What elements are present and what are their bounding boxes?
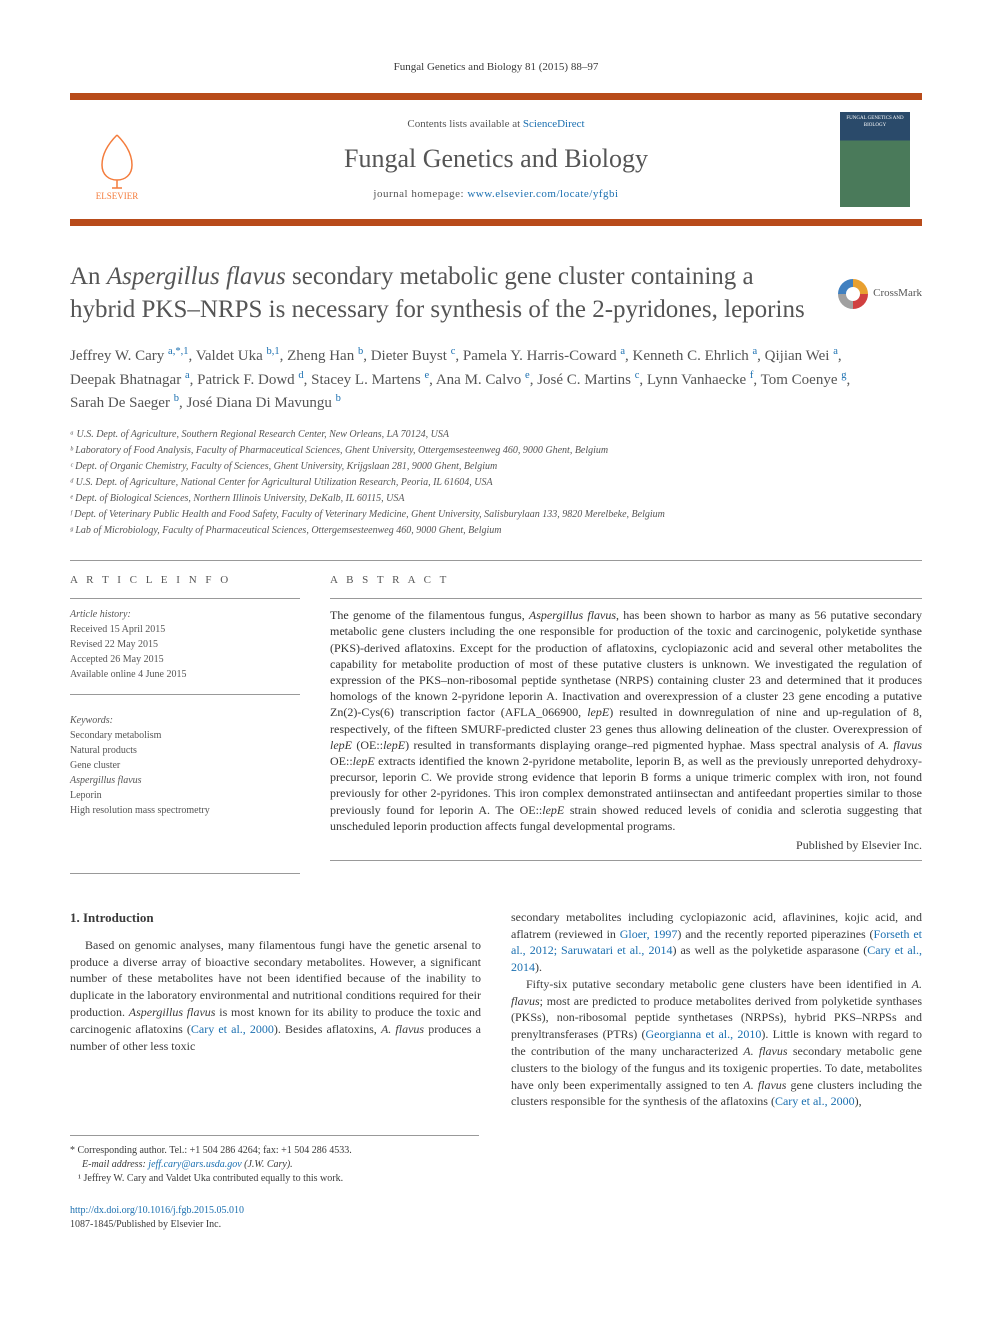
contents-available: Contents lists available at ScienceDirec… [172, 117, 820, 132]
published-by: Published by Elsevier Inc. [330, 837, 922, 854]
journal-reference: Fungal Genetics and Biology 81 (2015) 88… [70, 60, 922, 75]
homepage-link[interactable]: www.elsevier.com/locate/yfgbi [467, 188, 618, 200]
revised-date: Revised 22 May 2015 [70, 637, 300, 652]
journal-header: ELSEVIER Contents lists available at Sci… [70, 93, 922, 226]
doi-block: http://dx.doi.org/10.1016/j.fgb.2015.05.… [70, 1204, 922, 1232]
online-date: Available online 4 June 2015 [70, 667, 300, 682]
keywords-label: Keywords: [70, 713, 300, 728]
affiliation-item: ᵃ U.S. Dept. of Agriculture, Southern Re… [70, 427, 922, 442]
affiliation-item: ᶜ Dept. of Organic Chemistry, Faculty of… [70, 459, 922, 474]
issn-line: 1087-1845/Published by Elsevier Inc. [70, 1218, 922, 1232]
doi-link[interactable]: http://dx.doi.org/10.1016/j.fgb.2015.05.… [70, 1205, 244, 1216]
keyword-item: High resolution mass spectrometry [70, 803, 300, 818]
elsevier-logo[interactable]: ELSEVIER [82, 117, 152, 202]
history-label: Article history: [70, 607, 300, 622]
intro-heading: 1. Introduction [70, 909, 481, 927]
affiliation-item: ᵈ U.S. Dept. of Agriculture, National Ce… [70, 475, 922, 490]
keyword-item: Secondary metabolism [70, 728, 300, 743]
divider [70, 694, 300, 695]
divider [70, 598, 300, 599]
divider [70, 873, 300, 874]
keyword-item: Natural products [70, 743, 300, 758]
keyword-item: Gene cluster [70, 758, 300, 773]
keyword-item: Leporin [70, 788, 300, 803]
keywords-list: Secondary metabolismNatural productsGene… [70, 728, 300, 818]
abstract-heading: A B S T R A C T [330, 573, 922, 588]
divider [330, 598, 922, 599]
affiliation-item: ᵇ Laboratory of Food Analysis, Faculty o… [70, 443, 922, 458]
received-date: Received 15 April 2015 [70, 622, 300, 637]
journal-homepage: journal homepage: www.elsevier.com/locat… [172, 187, 820, 202]
corresponding-author: * Corresponding author. Tel.: +1 504 286… [70, 1144, 479, 1158]
email-link[interactable]: jeff.cary@ars.usda.gov [148, 1159, 241, 1170]
article-info-heading: A R T I C L E I N F O [70, 573, 300, 588]
sciencedirect-link[interactable]: ScienceDirect [523, 118, 585, 130]
keyword-item: Aspergillus flavus [70, 773, 300, 788]
abstract-text: The genome of the filamentous fungus, As… [330, 607, 922, 834]
journal-name: Fungal Genetics and Biology [172, 141, 820, 177]
affiliations: ᵃ U.S. Dept. of Agriculture, Southern Re… [70, 427, 922, 538]
body-paragraph: secondary metabolites including cyclopia… [511, 909, 922, 976]
footnotes: * Corresponding author. Tel.: +1 504 286… [70, 1135, 479, 1186]
equal-contribution: ¹ Jeffrey W. Cary and Valdet Uka contrib… [70, 1172, 479, 1186]
body-paragraph: Based on genomic analyses, many filament… [70, 937, 481, 1055]
tree-icon [87, 130, 147, 190]
accepted-date: Accepted 26 May 2015 [70, 652, 300, 667]
affiliation-item: ᶠ Dept. of Veterinary Public Health and … [70, 507, 922, 522]
crossmark-icon [838, 279, 868, 309]
journal-cover-thumbnail[interactable]: FUNGAL GENETICS AND BIOLOGY [840, 112, 910, 207]
body-paragraph: Fifty-six putative secondary metabolic g… [511, 976, 922, 1110]
affiliation-item: ᵍ Lab of Microbiology, Faculty of Pharma… [70, 523, 922, 538]
article-title: An Aspergillus flavus secondary metaboli… [70, 261, 823, 326]
crossmark-badge[interactable]: CrossMark [838, 261, 922, 326]
author-list: Jeffrey W. Cary a,*,1, Valdet Uka b,1, Z… [70, 344, 922, 415]
divider [70, 560, 922, 561]
divider [330, 860, 922, 861]
affiliation-item: ᵉ Dept. of Biological Sciences, Northern… [70, 491, 922, 506]
